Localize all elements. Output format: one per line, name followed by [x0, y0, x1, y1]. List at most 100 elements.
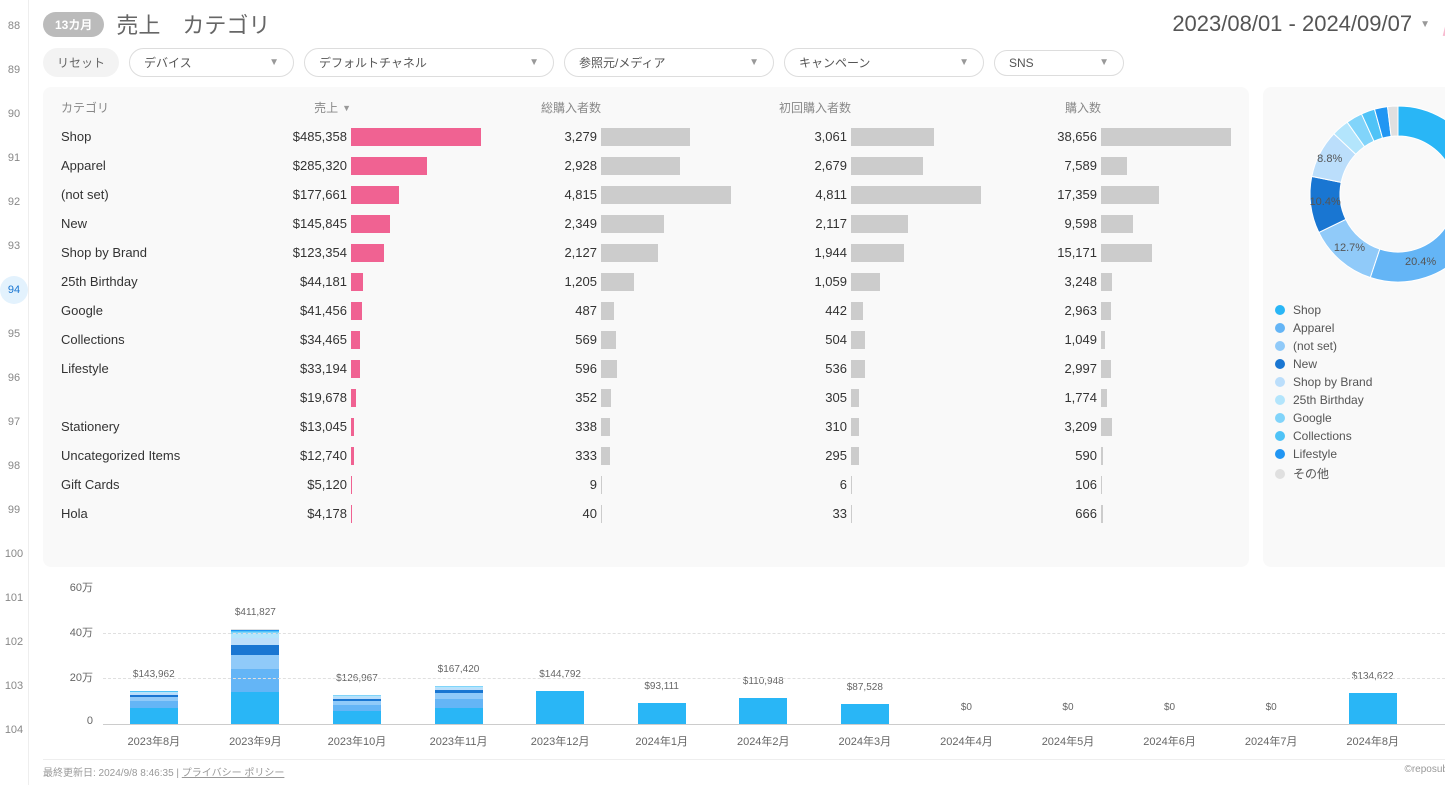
table-row[interactable]: Shop by Brand$123,3542,1271,94415,171	[61, 238, 1231, 267]
channel-dropdown[interactable]: デフォルトチャネル▼	[304, 48, 554, 77]
legend-swatch	[1275, 395, 1285, 405]
rail-page-99[interactable]: 99	[0, 488, 28, 532]
date-range-text: 2023/08/01 - 2024/09/07	[1172, 11, 1412, 37]
donut-legend: ShopApparel(not set)NewShop by Brand25th…	[1275, 301, 1445, 484]
table-row[interactable]: 25th Birthday$44,1811,2051,0593,248	[61, 267, 1231, 296]
copyright: ©reposub All rights reserved.	[1404, 764, 1445, 779]
x-axis-label: 2023年10月	[306, 733, 408, 749]
month-bar[interactable]: $126,967	[306, 587, 408, 724]
legend-item[interactable]: (not set)	[1275, 337, 1445, 355]
bar-value-label: $93,111	[644, 681, 679, 692]
month-bar[interactable]: $144,792	[509, 587, 611, 724]
table-row[interactable]: Lifestyle$33,1945965362,997	[61, 354, 1231, 383]
legend-item[interactable]: Shop by Brand	[1275, 373, 1445, 391]
month-bar[interactable]: $0	[1220, 587, 1322, 724]
legend-item[interactable]: Shop	[1275, 301, 1445, 319]
month-bar[interactable]: $167,420	[408, 587, 510, 724]
x-axis-label: 2024年4月	[916, 733, 1018, 749]
legend-item[interactable]: その他	[1275, 463, 1445, 484]
donut-slice-label: 12.7%	[1334, 242, 1365, 254]
table-row[interactable]: Hola$4,1784033666	[61, 499, 1231, 528]
y-axis-label: 60万	[70, 579, 93, 595]
month-bar[interactable]: $87,528	[814, 587, 916, 724]
rail-page-95[interactable]: 95	[0, 312, 28, 356]
legend-label: その他	[1293, 465, 1329, 482]
legend-item[interactable]: Collections	[1275, 427, 1445, 445]
legend-item[interactable]: Google	[1275, 409, 1445, 427]
legend-swatch	[1275, 323, 1285, 333]
month-bar[interactable]: $0	[1017, 587, 1119, 724]
bar-value-label: $134,622	[1352, 671, 1394, 682]
main-content: 13カ月 売上 カテゴリ 2023/08/01 - 2024/09/07 ▼ ▮…	[29, 0, 1445, 785]
col-sales[interactable]: 売上▼	[231, 99, 351, 116]
chevron-down-icon: ▼	[269, 57, 279, 68]
col-category[interactable]: カテゴリ	[61, 99, 231, 116]
rail-page-101[interactable]: 101	[0, 576, 28, 620]
legend-swatch	[1275, 377, 1285, 387]
table-row[interactable]: New$145,8452,3492,1179,598	[61, 209, 1231, 238]
table-row[interactable]: $19,6783523051,774	[61, 383, 1231, 412]
rail-page-100[interactable]: 100	[0, 532, 28, 576]
rail-page-104[interactable]: 104	[0, 708, 28, 752]
sns-dropdown[interactable]: SNS▼	[994, 50, 1124, 76]
legend-swatch	[1275, 359, 1285, 369]
legend-item[interactable]: Lifestyle	[1275, 445, 1445, 463]
rail-page-93[interactable]: 93	[0, 224, 28, 268]
chevron-down-icon: ▼	[1099, 57, 1109, 68]
month-bar[interactable]: $110,948	[712, 587, 814, 724]
rail-page-96[interactable]: 96	[0, 356, 28, 400]
x-axis-label: 2024年3月	[814, 733, 916, 749]
month-bar[interactable]: $0	[916, 587, 1018, 724]
col-purchases[interactable]: 購入数	[981, 99, 1101, 116]
rail-page-98[interactable]: 98	[0, 444, 28, 488]
rail-page-91[interactable]: 91	[0, 136, 28, 180]
rail-page-89[interactable]: 89	[0, 48, 28, 92]
period-pill: 13カ月	[43, 12, 104, 37]
rail-page-90[interactable]: 90	[0, 92, 28, 136]
timeline-chart: 60万40万20万0 $143,962$411,827$126,967$167,…	[43, 579, 1445, 755]
reset-button[interactable]: リセット	[43, 48, 119, 77]
rail-page-88[interactable]: 88	[0, 4, 28, 48]
chevron-down-icon: ▼	[1420, 19, 1430, 30]
table-row[interactable]: (not set)$177,6614,8154,81117,359	[61, 180, 1231, 209]
legend-swatch	[1275, 431, 1285, 441]
month-bar[interactable]: $411,827	[205, 587, 307, 724]
legend-label: Lifestyle	[1293, 447, 1337, 461]
y-axis-label: 40万	[70, 624, 93, 640]
month-bar[interactable]: $43,112	[1424, 587, 1445, 724]
campaign-dropdown[interactable]: キャンペーン▼	[784, 48, 984, 77]
table-row[interactable]: Shop$485,3583,2793,06138,656	[61, 122, 1231, 151]
table-row[interactable]: Uncategorized Items$12,740333295590	[61, 441, 1231, 470]
header: 13カ月 売上 カテゴリ 2023/08/01 - 2024/09/07 ▼ ▮…	[43, 8, 1445, 40]
donut-slice-label: 10.4%	[1310, 196, 1341, 208]
legend-item[interactable]: New	[1275, 355, 1445, 373]
sort-down-icon: ▼	[342, 103, 351, 113]
rail-page-97[interactable]: 97	[0, 400, 28, 444]
date-range-picker[interactable]: 2023/08/01 - 2024/09/07 ▼	[1172, 11, 1430, 37]
x-axis-label: 2024年1月	[611, 733, 713, 749]
col-total-buyers[interactable]: 総購入者数	[481, 99, 601, 116]
legend-item[interactable]: Apparel	[1275, 319, 1445, 337]
rail-page-103[interactable]: 103	[0, 664, 28, 708]
device-dropdown[interactable]: デバイス▼	[129, 48, 294, 77]
month-bar[interactable]: $143,962	[103, 587, 205, 724]
bar-value-label: $0	[1062, 702, 1073, 713]
col-first-buyers[interactable]: 初回購入者数	[731, 99, 851, 116]
legend-item[interactable]: 25th Birthday	[1275, 391, 1445, 409]
page-title: 売上 カテゴリ	[116, 8, 270, 40]
referrer-dropdown[interactable]: 参照元/メディア▼	[564, 48, 774, 77]
table-row[interactable]: Apparel$285,3202,9282,6797,589	[61, 151, 1231, 180]
month-bar[interactable]: $0	[1119, 587, 1221, 724]
table-row[interactable]: Collections$34,4655695041,049	[61, 325, 1231, 354]
table-row[interactable]: Google$41,4564874422,963	[61, 296, 1231, 325]
table-row[interactable]: Gift Cards$5,12096106	[61, 470, 1231, 499]
privacy-link[interactable]: プライバシー ポリシー	[182, 768, 285, 779]
rail-page-92[interactable]: 92	[0, 180, 28, 224]
rail-page-102[interactable]: 102	[0, 620, 28, 664]
month-bar[interactable]: $93,111	[611, 587, 713, 724]
month-bar[interactable]: $134,622	[1322, 587, 1424, 724]
x-axis-label: 2023年8月	[103, 733, 205, 749]
table-row[interactable]: Stationery$13,0453383103,209	[61, 412, 1231, 441]
rail-page-94[interactable]: 94	[0, 276, 28, 304]
x-axis-label: 2024年5月	[1017, 733, 1119, 749]
